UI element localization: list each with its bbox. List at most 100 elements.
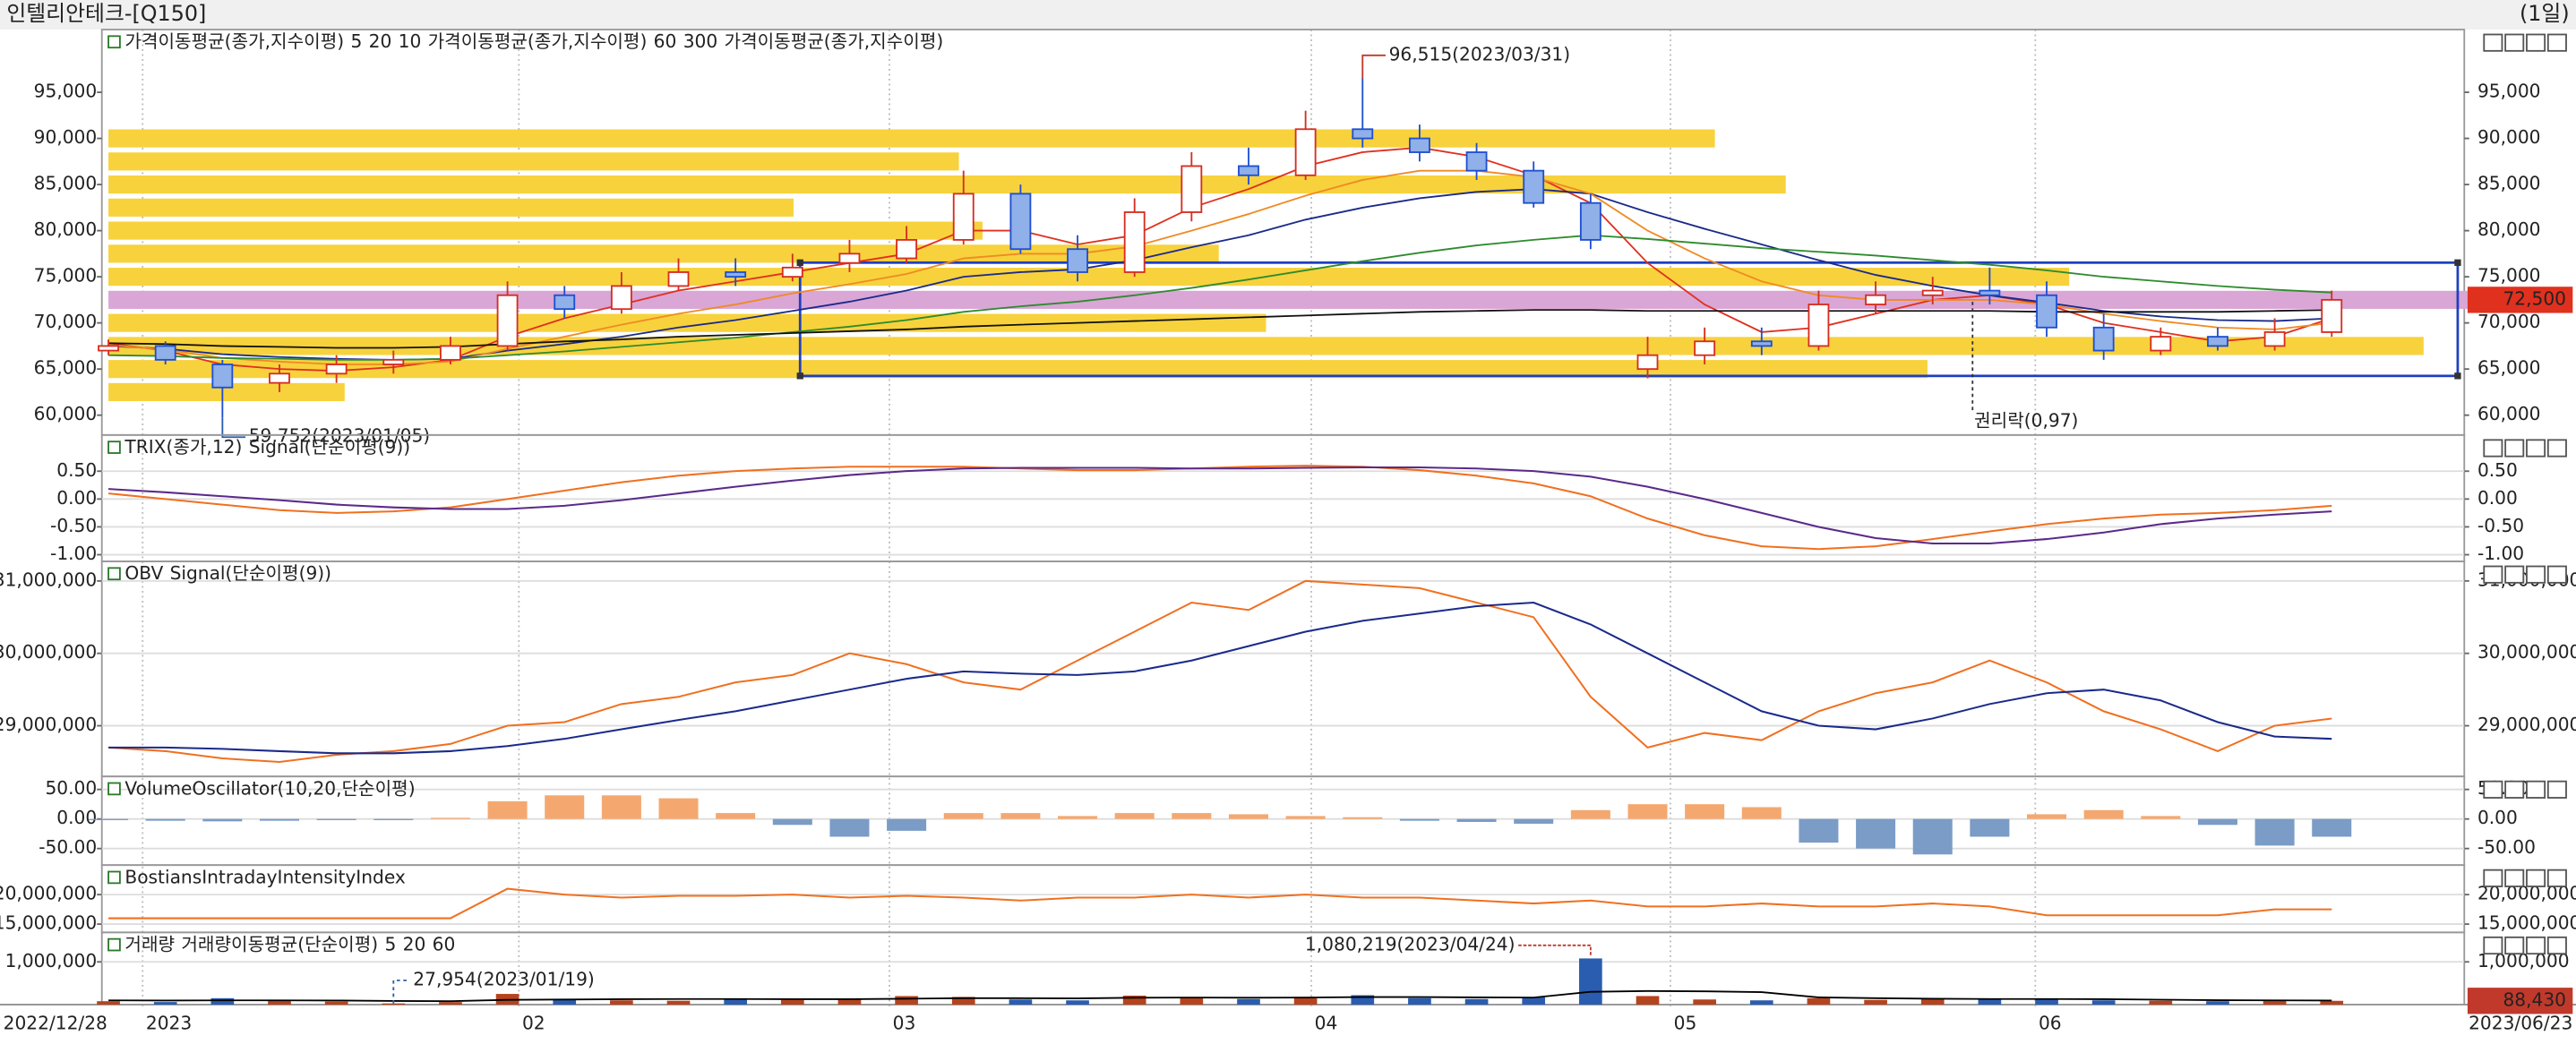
bar <box>1799 818 1839 843</box>
annotation-label: 27,954(2023/01/19) <box>413 969 594 990</box>
legend-item: 5 <box>350 30 362 52</box>
annotation-label: 96,515(2023/03/31) <box>1389 43 1570 64</box>
y-tick-label: 95,000 <box>34 81 98 102</box>
candle-body <box>610 285 632 311</box>
y-tick-label: 65,000 <box>34 357 98 379</box>
y-tick-label: 0.00 <box>56 487 97 509</box>
panel-button <box>2526 780 2546 799</box>
annotation-leader <box>1361 54 1386 79</box>
y-tick-label: -1.00 <box>50 543 97 564</box>
candle-body <box>440 345 461 361</box>
bar <box>1741 807 1782 819</box>
left-axis: 60,000 65,000 70,000 75,000 80,000 85,000 90,0… <box>0 81 97 971</box>
period: (1일) <box>2520 1 2570 26</box>
candle-body <box>1352 128 1374 140</box>
panel-button <box>2546 565 2567 584</box>
y-tick-label-right: -1.00 <box>2477 543 2524 564</box>
bar <box>1978 999 2002 1005</box>
panel-button <box>2483 869 2503 887</box>
bar <box>1856 818 1896 849</box>
panel-button <box>2483 936 2503 955</box>
last-price-tag <box>2467 287 2573 313</box>
x-tick-label: 03 <box>893 1013 916 1034</box>
legend-icon <box>107 567 121 581</box>
y-tick-label-right: 0.50 <box>2477 459 2518 481</box>
bar <box>1464 998 1489 1005</box>
y-tick-label: 31,000,000 <box>0 569 97 590</box>
bar <box>1693 999 1716 1005</box>
volume-profile-bar <box>108 152 959 171</box>
y-tick-label: 29,000,000 <box>0 714 97 735</box>
y-tick-label-right: 90,000 <box>2477 126 2541 148</box>
panel-button <box>2546 33 2567 52</box>
drawn-box-handle <box>796 259 803 266</box>
y-tick-label: 85,000 <box>34 173 98 194</box>
candle-body <box>1694 340 1716 356</box>
bar <box>666 1000 691 1005</box>
bar <box>601 795 641 819</box>
legend-icon <box>107 35 121 49</box>
drawn-box <box>798 261 2460 378</box>
y-tick-label-right: 0.00 <box>2477 487 2518 509</box>
bar <box>895 996 918 1005</box>
legend-icon <box>107 937 121 952</box>
bar <box>1058 816 1098 819</box>
volume-profile-bar <box>108 360 1928 379</box>
candle-body <box>838 252 861 264</box>
bar <box>1912 818 1953 855</box>
bar <box>1399 818 1439 821</box>
y-tick-label: 80,000 <box>34 218 98 240</box>
volume-profile-bar <box>108 382 345 402</box>
candle-body <box>1921 289 1944 296</box>
bar <box>210 997 235 1005</box>
candle-body <box>1294 128 1317 176</box>
candle-body <box>896 239 918 260</box>
panel-button <box>2526 439 2546 458</box>
last-price-label: 88,430 <box>2503 988 2566 1010</box>
bar <box>545 795 585 819</box>
legend-item: 20 <box>369 30 392 52</box>
y-tick-label-right: 15,000,000 <box>2477 912 2576 934</box>
bar <box>2263 1000 2287 1005</box>
bar <box>1180 997 1204 1005</box>
bar <box>1228 814 1268 819</box>
candle-body <box>1067 248 1088 273</box>
candle-body <box>2150 336 2172 352</box>
bar <box>1749 1000 1773 1005</box>
bar <box>1636 996 1660 1005</box>
bar <box>2091 1000 2116 1005</box>
bar <box>1456 818 1497 822</box>
series-line <box>108 887 2332 920</box>
legend-item: 300 <box>683 30 717 52</box>
series-line <box>107 146 2332 372</box>
bar <box>658 798 699 819</box>
candle-body <box>1523 169 1545 204</box>
x-tick-label: 05 <box>1674 1013 1697 1034</box>
series-line <box>108 601 2332 755</box>
panel-button <box>2483 565 2503 584</box>
last-price-tag <box>2467 988 2573 1014</box>
series-line <box>108 309 2332 349</box>
bar <box>382 1003 406 1005</box>
bar <box>97 1001 120 1005</box>
bar <box>1122 995 1146 1005</box>
bar <box>1066 1000 1089 1005</box>
candle-body <box>2036 294 2057 329</box>
event-label: 권리락(0,97) <box>1974 410 2078 432</box>
candle-body <box>496 294 519 347</box>
panel-button <box>2526 936 2546 955</box>
series-line <box>108 234 2332 361</box>
bar <box>374 818 414 821</box>
panel-button <box>2546 780 2567 799</box>
y-tick-label: 20,000,000 <box>0 883 97 904</box>
panel-button <box>2483 439 2503 458</box>
panel-button <box>2546 439 2567 458</box>
legend-item: OBV <box>125 562 163 584</box>
bar <box>1343 817 1383 819</box>
panel-button <box>2504 33 2525 52</box>
panel-button <box>2546 869 2567 887</box>
candle-body <box>1807 304 1830 347</box>
candle-body <box>211 364 234 389</box>
header-bar <box>0 0 2576 30</box>
